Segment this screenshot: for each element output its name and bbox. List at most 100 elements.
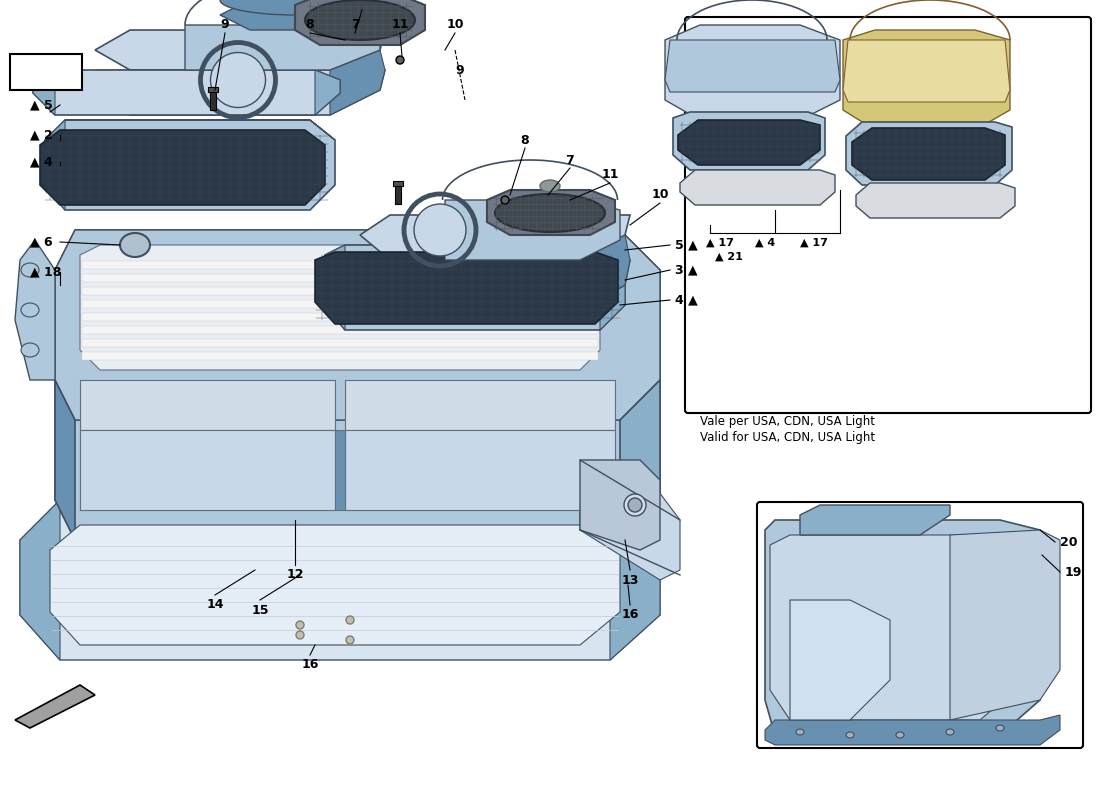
Text: ▲ 5: ▲ 5 bbox=[30, 98, 53, 111]
Text: 5 ▲: 5 ▲ bbox=[675, 238, 697, 251]
Ellipse shape bbox=[495, 194, 605, 232]
Polygon shape bbox=[852, 128, 1005, 180]
Polygon shape bbox=[80, 380, 336, 430]
Text: ▲ 21: ▲ 21 bbox=[715, 252, 742, 262]
Polygon shape bbox=[315, 70, 340, 115]
Polygon shape bbox=[856, 183, 1015, 218]
Text: ▲ 17: ▲ 17 bbox=[706, 238, 734, 248]
Text: ▲ = 1: ▲ = 1 bbox=[23, 65, 68, 79]
Polygon shape bbox=[55, 380, 660, 540]
Text: 4 ▲: 4 ▲ bbox=[675, 294, 697, 306]
Polygon shape bbox=[65, 120, 336, 140]
Text: ▲ 2: ▲ 2 bbox=[30, 129, 53, 142]
Polygon shape bbox=[55, 230, 660, 420]
Polygon shape bbox=[673, 112, 825, 170]
FancyBboxPatch shape bbox=[685, 17, 1091, 413]
Ellipse shape bbox=[946, 729, 954, 735]
Text: ▲ 17: ▲ 17 bbox=[800, 238, 828, 248]
Polygon shape bbox=[764, 520, 1040, 735]
Polygon shape bbox=[82, 300, 598, 308]
Ellipse shape bbox=[21, 343, 38, 357]
Text: 15: 15 bbox=[251, 603, 268, 617]
Ellipse shape bbox=[305, 0, 415, 40]
Text: 8: 8 bbox=[306, 18, 315, 31]
Text: ▲ 4: ▲ 4 bbox=[30, 155, 53, 169]
Polygon shape bbox=[360, 260, 630, 310]
Polygon shape bbox=[80, 430, 336, 510]
Polygon shape bbox=[82, 352, 598, 360]
Text: 10: 10 bbox=[651, 189, 669, 202]
Text: a parts for parts since 1001: a parts for parts since 1001 bbox=[169, 464, 451, 626]
Polygon shape bbox=[843, 30, 1010, 130]
Polygon shape bbox=[95, 70, 130, 115]
Polygon shape bbox=[82, 261, 598, 269]
Polygon shape bbox=[790, 600, 890, 720]
Polygon shape bbox=[185, 25, 380, 70]
Polygon shape bbox=[45, 120, 336, 210]
Ellipse shape bbox=[21, 303, 38, 317]
Text: ▲ 6: ▲ 6 bbox=[30, 235, 53, 249]
Text: 3 ▲: 3 ▲ bbox=[675, 263, 697, 277]
Ellipse shape bbox=[996, 725, 1004, 731]
Polygon shape bbox=[45, 120, 65, 210]
Text: eu❤parts: eu❤parts bbox=[78, 334, 462, 586]
Polygon shape bbox=[600, 245, 625, 330]
Text: 12: 12 bbox=[286, 569, 304, 582]
Ellipse shape bbox=[628, 498, 642, 512]
Text: 20: 20 bbox=[1060, 535, 1078, 549]
Polygon shape bbox=[15, 685, 95, 728]
Polygon shape bbox=[33, 70, 55, 115]
Text: 7: 7 bbox=[565, 154, 574, 166]
Polygon shape bbox=[295, 0, 425, 45]
Ellipse shape bbox=[296, 631, 304, 639]
Text: 7: 7 bbox=[351, 18, 360, 31]
Polygon shape bbox=[610, 500, 660, 660]
Ellipse shape bbox=[210, 53, 265, 107]
Polygon shape bbox=[800, 505, 950, 535]
Polygon shape bbox=[666, 25, 840, 120]
Polygon shape bbox=[846, 122, 1012, 185]
Polygon shape bbox=[82, 326, 598, 334]
Polygon shape bbox=[580, 460, 680, 580]
Text: Vale per USA, CDN, USA Light: Vale per USA, CDN, USA Light bbox=[700, 415, 874, 429]
Bar bbox=[208, 87, 218, 92]
Polygon shape bbox=[15, 240, 55, 380]
Polygon shape bbox=[95, 70, 385, 115]
Ellipse shape bbox=[220, 0, 370, 15]
Polygon shape bbox=[82, 274, 598, 282]
Polygon shape bbox=[324, 245, 625, 330]
Polygon shape bbox=[446, 200, 620, 260]
Text: 14: 14 bbox=[207, 598, 223, 611]
Text: 9: 9 bbox=[221, 18, 229, 31]
Polygon shape bbox=[843, 40, 1010, 102]
Text: 11: 11 bbox=[602, 169, 618, 182]
Polygon shape bbox=[95, 30, 385, 70]
Text: 8: 8 bbox=[520, 134, 529, 146]
Bar bbox=[393, 181, 403, 186]
Polygon shape bbox=[345, 430, 615, 510]
Polygon shape bbox=[315, 252, 618, 324]
Polygon shape bbox=[360, 260, 390, 310]
Ellipse shape bbox=[896, 732, 904, 738]
Polygon shape bbox=[620, 380, 660, 540]
Text: 19: 19 bbox=[1065, 566, 1082, 578]
Polygon shape bbox=[336, 430, 345, 510]
Ellipse shape bbox=[624, 494, 646, 516]
Ellipse shape bbox=[540, 180, 560, 192]
Polygon shape bbox=[40, 130, 324, 205]
Polygon shape bbox=[770, 535, 1015, 720]
Polygon shape bbox=[82, 313, 598, 321]
Polygon shape bbox=[55, 230, 660, 420]
Polygon shape bbox=[33, 70, 340, 115]
Text: 11: 11 bbox=[392, 18, 409, 31]
Polygon shape bbox=[55, 380, 75, 540]
Text: Valid for USA, CDN, USA Light: Valid for USA, CDN, USA Light bbox=[700, 431, 876, 445]
Polygon shape bbox=[80, 430, 336, 510]
Ellipse shape bbox=[296, 621, 304, 629]
Ellipse shape bbox=[21, 263, 38, 277]
Ellipse shape bbox=[846, 732, 854, 738]
Polygon shape bbox=[678, 120, 820, 165]
Polygon shape bbox=[580, 235, 630, 310]
Ellipse shape bbox=[396, 56, 404, 64]
Polygon shape bbox=[20, 500, 660, 660]
